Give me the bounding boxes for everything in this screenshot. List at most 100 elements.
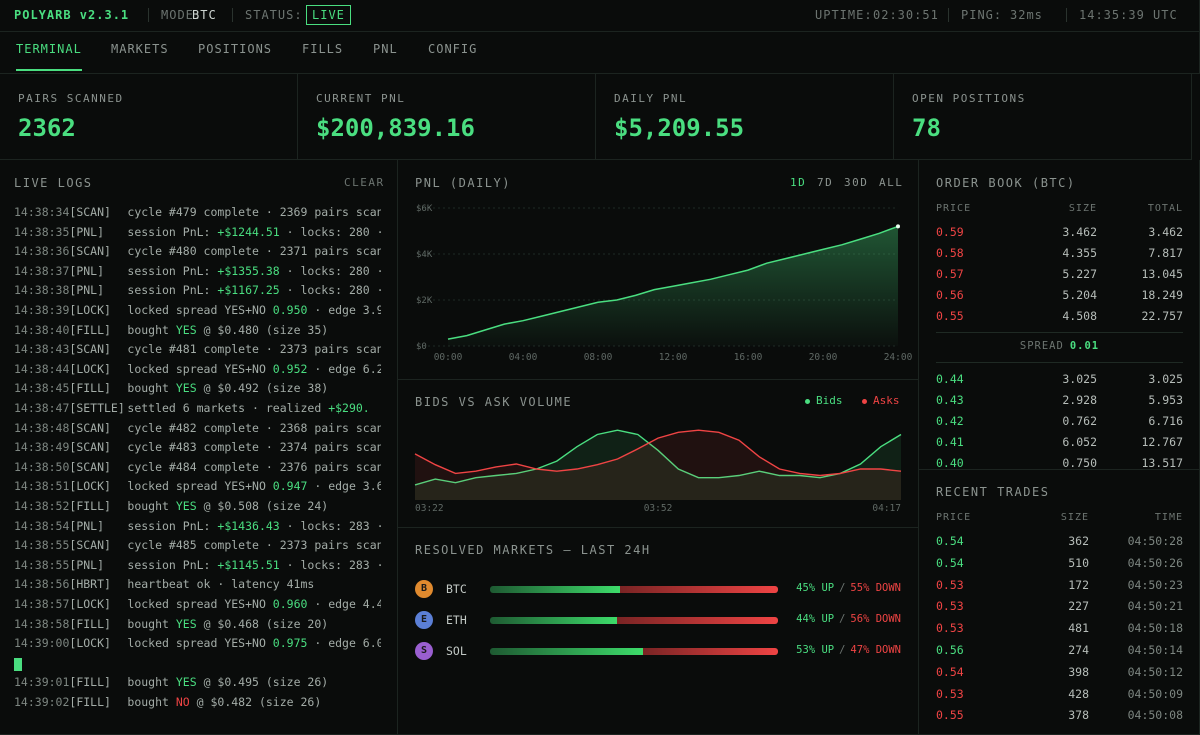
tab[interactable]: FILLS — [302, 42, 344, 56]
ask-row-cell: 0.56 — [936, 288, 964, 302]
market-result: 45% UP / 55% DOWN — [796, 582, 901, 594]
log-line: 14:38:56[HBRT] heartbeat ok · latency 41m… — [14, 577, 381, 591]
log-line: 14:38:54[PNL] session PnL: +$1436.43 · lo… — [14, 519, 381, 533]
trade-time: 04:50:23 — [1127, 577, 1183, 592]
volume-title: BIDS VS ASK VOLUME — [415, 395, 573, 409]
trade-time: 04:50:09 — [1127, 686, 1183, 701]
order-book-panel: ORDER BOOK (BTC) PRICE SIZE TOTAL 0.59 3.462… — [919, 160, 1200, 470]
log-time: 14:38:43 — [14, 342, 70, 357]
log-text: · edge 4.4 — [307, 597, 381, 611]
log-text: bought — [127, 381, 176, 396]
log-line: 14:38:39[LOCK] locked spread YES+NO 0.950… — [14, 303, 381, 317]
log-tag: [LOCK] — [69, 361, 111, 376]
log-text: · edge 6.0 — [307, 636, 381, 651]
trade-time: 04:50:21 — [1127, 599, 1183, 614]
order-book-title: ORDER BOOK (BTC) — [936, 176, 1076, 190]
down-bar — [642, 648, 778, 655]
bid-row-cell: 3.025 — [1062, 372, 1097, 386]
log-text: cycle #484 complete · 2376 pairs scan — [127, 459, 381, 474]
tab[interactable]: POSITIONS — [198, 42, 273, 56]
ask-row-cell: 0.55 — [936, 309, 964, 323]
trade-price: 0.56 — [936, 643, 964, 657]
range-button[interactable]: 30D — [844, 176, 869, 189]
ask-row-cell: 0.58 — [936, 246, 964, 260]
stat-card: OPEN POSITIONS 78 — [894, 74, 1192, 160]
trade-time: 04:50:26 — [1127, 555, 1183, 570]
coin-icon: B — [415, 580, 433, 598]
mode-label: MODE: — [148, 8, 202, 22]
log-line: 14:38:45[FILL] bought YES @ $0.492 (size … — [14, 381, 381, 395]
trade-price: 0.53 — [936, 621, 964, 636]
trade-time: 04:50:12 — [1127, 664, 1183, 679]
log-tag: [PNL] — [69, 557, 105, 572]
trade-size: 510 — [1068, 555, 1089, 570]
down-label: 47% DOWN — [850, 644, 901, 656]
log-time: 14:38:48 — [14, 420, 70, 435]
log-text: @ $0.508 (size 24) — [196, 499, 329, 513]
log-line: 14:38:48[SCAN] cycle #482 complete · 2368… — [14, 421, 381, 435]
log-text: bought — [127, 695, 176, 709]
up-label: 53% UP — [796, 644, 835, 656]
log-text: cycle #482 complete · 2368 pairs scan — [127, 420, 381, 435]
log-tag: [SCAN] — [69, 420, 111, 435]
log-tag: [SCAN] — [69, 205, 111, 219]
log-text: @ $0.492 (size 38) — [196, 381, 329, 396]
log-line: 14:38:36[SCAN] cycle #480 complete · 2371… — [14, 244, 381, 258]
range-button[interactable]: ALL — [879, 176, 904, 189]
stat-label: OPEN POSITIONS — [912, 92, 1026, 105]
ping: 32ms — [1010, 8, 1043, 22]
trade-size: 378 — [1068, 708, 1089, 723]
trade-price: 0.53 — [936, 686, 964, 701]
trade-time: 04:50:14 — [1127, 643, 1183, 657]
log-text: · edge 3.6 — [307, 479, 381, 494]
log-tag: [FILL] — [69, 695, 111, 709]
log-tag: [LOCK] — [69, 479, 111, 494]
range-button[interactable]: 1D — [790, 176, 807, 189]
ask-row-cell: 13.045 — [1141, 267, 1183, 281]
ask-row-cell: 7.817 — [1148, 246, 1183, 260]
brand: POLYARB v2.3.1 — [14, 8, 130, 22]
tab[interactable]: TERMINAL — [16, 42, 82, 71]
spread-value: 0.01 — [1069, 340, 1100, 352]
log-time: 14:38:57 — [14, 597, 70, 611]
log-tag: [FILL] — [69, 322, 111, 337]
log-time: 14:38:49 — [14, 440, 70, 455]
log-text: locked spread YES+NO — [127, 361, 273, 376]
legend-label: Asks — [873, 394, 900, 407]
stat-card: CURRENT PNL $200,839.16 — [298, 74, 596, 160]
log-text: · edge 3.9 — [307, 303, 381, 317]
log-text: @ $0.480 (size 35) — [196, 322, 329, 337]
log-text: cycle #479 complete · 2369 pairs scan — [127, 205, 381, 219]
log-line: 14:38:38[PNL] session PnL: +$1167.25 · lo… — [14, 283, 381, 297]
log-time: 14:38:47 — [14, 401, 70, 415]
clock: 14:35:39 UTC — [1066, 8, 1178, 22]
uptime-label: UPTIME: — [815, 8, 873, 22]
tab[interactable]: PNL — [373, 42, 398, 56]
log-highlight: 0.947 — [272, 479, 308, 494]
log-tag: [PNL] — [69, 283, 105, 298]
trade-time: 04:50:08 — [1127, 708, 1183, 723]
log-time: 14:38:56 — [14, 577, 70, 592]
up-label: 44% UP — [796, 613, 835, 625]
log-text: locked spread YES+NO — [127, 597, 273, 611]
log-time: 14:38:51 — [14, 479, 70, 494]
log-time: 14:38:44 — [14, 361, 70, 376]
bid-row-cell: 2.928 — [1062, 393, 1097, 407]
ask-row-cell: 5.204 — [1062, 288, 1097, 302]
log-text: bought — [127, 675, 176, 690]
top-bar: POLYARB v2.3.1 MODE: BTC STATUS: LIVE UP… — [0, 0, 1200, 32]
log-time: 14:38:39 — [14, 303, 70, 317]
log-highlight: +$290. — [328, 401, 370, 415]
header-cell: TOTAL — [1147, 203, 1183, 214]
clear-button[interactable]: CLEAR — [344, 176, 385, 189]
tab[interactable]: MARKETS — [111, 42, 169, 56]
tab[interactable]: CONFIG — [428, 42, 478, 56]
down-bar — [619, 586, 778, 593]
status-label: STATUS: — [232, 8, 303, 22]
bid-row-cell: 0.40 — [936, 456, 964, 470]
log-highlight: YES — [175, 675, 197, 690]
log-line: 14:38:55[PNL] session PnL: +$1145.51 · lo… — [14, 558, 381, 572]
range-button[interactable]: 7D — [817, 176, 834, 189]
log-tag: [PNL] — [69, 224, 105, 239]
log-time: 14:38:55 — [14, 557, 70, 572]
